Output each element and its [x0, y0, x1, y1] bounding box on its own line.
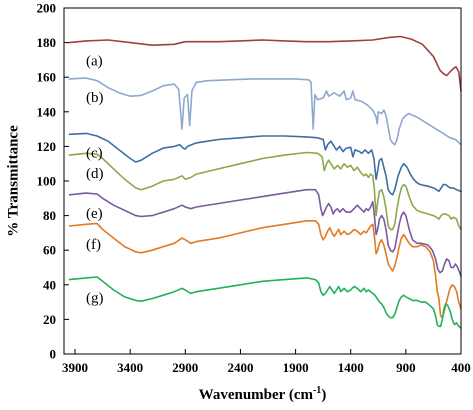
series-label-c: (c) — [86, 145, 103, 161]
y-tick-label: 140 — [37, 104, 57, 119]
x-axis-title-main: Wavenumber (cm — [199, 387, 314, 403]
x-axis-title-superscript: -1 — [313, 385, 321, 396]
series-line-e — [68, 188, 462, 277]
y-tick-label: 100 — [37, 174, 57, 189]
series-line-g — [68, 276, 462, 329]
series-label-g: (g) — [86, 291, 104, 307]
x-axis-title: Wavenumber (cm-1) — [199, 385, 327, 403]
y-tick-label: 80 — [43, 208, 56, 223]
y-tick-label: 180 — [37, 35, 57, 50]
x-tick-label: 2900 — [172, 360, 198, 375]
series-label-a: (a) — [86, 54, 103, 70]
series-label-b: (b) — [86, 90, 104, 106]
x-tick-label: 1400 — [338, 360, 364, 375]
y-tick-label: 120 — [37, 139, 57, 154]
y-tick-label: 200 — [37, 1, 57, 16]
x-tick-label: 1900 — [283, 360, 309, 375]
series-label-group: (a) (b) (c) (d) (e) (f) (g) — [86, 54, 104, 307]
series-label-e: (e) — [86, 206, 103, 222]
y-tick-label: 60 — [43, 243, 56, 258]
x-tick-label: 3900 — [62, 360, 88, 375]
y-tick-label: 0 — [50, 347, 57, 362]
series-group — [68, 35, 462, 329]
series-line-d — [68, 151, 462, 231]
y-tick-label: 20 — [43, 312, 56, 327]
x-tick-label: 400 — [451, 360, 471, 375]
series-line-f — [68, 220, 462, 319]
y-axis-title: % Transmittance — [5, 125, 21, 237]
series-line-c — [68, 132, 462, 196]
x-axis-ticks: 3900 3400 2900 2400 1900 1400 900 400 — [62, 349, 471, 375]
y-tick-label: 160 — [37, 70, 57, 85]
x-axis-title-suffix: ) — [321, 387, 326, 403]
y-axis-ticks: 0 20 40 60 80 100 120 140 160 180 200 — [37, 1, 69, 362]
series-line-a — [68, 35, 462, 92]
series-label-d: (d) — [86, 166, 104, 182]
plot-frame — [63, 7, 462, 355]
x-tick-label: 900 — [396, 360, 416, 375]
series-label-f: (f) — [86, 237, 101, 253]
series-line-b — [68, 77, 462, 146]
y-tick-label: 40 — [43, 277, 56, 292]
x-tick-label: 3400 — [117, 360, 143, 375]
x-tick-label: 2400 — [227, 360, 253, 375]
